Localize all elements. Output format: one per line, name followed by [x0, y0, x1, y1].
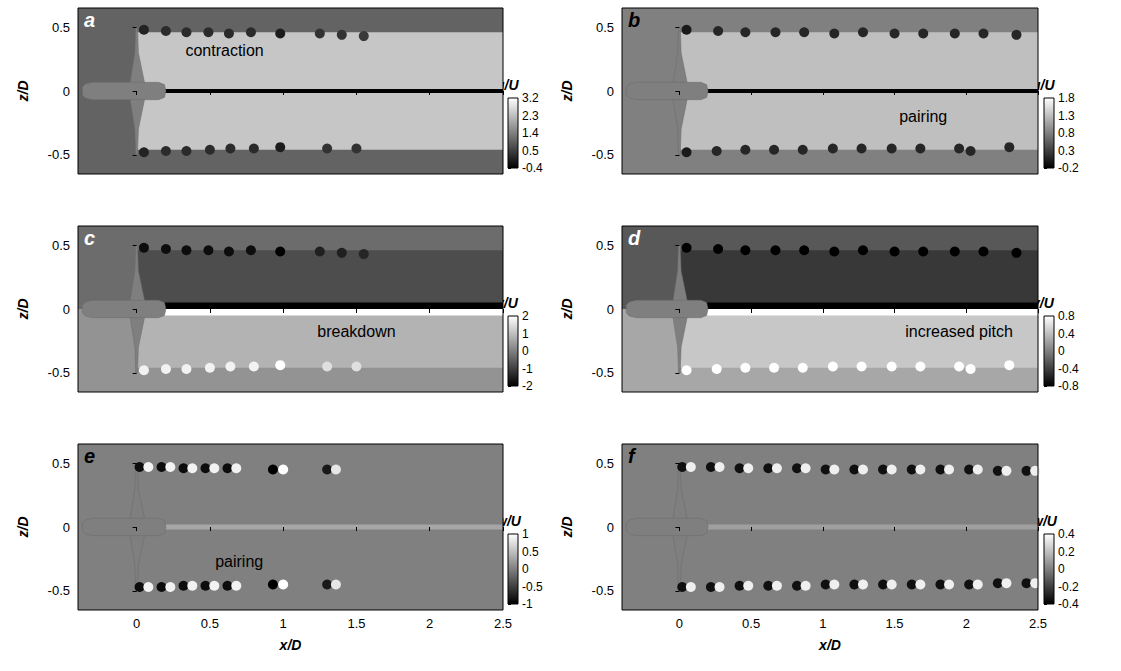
- svg-text:-0.5: -0.5: [592, 365, 614, 380]
- svg-text:-0.5: -0.5: [522, 580, 543, 594]
- svg-text:1.4: 1.4: [522, 126, 539, 140]
- svg-text:u/U: u/U: [496, 77, 519, 93]
- svg-text:z/D: z/D: [15, 299, 31, 321]
- svg-text:f: f: [628, 445, 637, 467]
- svg-text:2.5: 2.5: [1029, 616, 1047, 631]
- svg-text:0: 0: [63, 302, 70, 317]
- svg-text:1: 1: [522, 327, 529, 341]
- svg-text:-0.2: -0.2: [1058, 161, 1079, 175]
- svg-text:0: 0: [607, 520, 614, 535]
- svg-text:v/U: v/U: [496, 295, 518, 311]
- svg-text:0.5: 0.5: [201, 616, 219, 631]
- svg-text:x/D: x/D: [818, 637, 841, 653]
- svg-text:-1: -1: [522, 597, 533, 611]
- svg-text:2: 2: [522, 309, 529, 323]
- svg-text:1.5: 1.5: [347, 616, 365, 631]
- svg-text:-0.5: -0.5: [48, 583, 70, 598]
- svg-text:2.5: 2.5: [494, 616, 512, 631]
- svg-text:z/D: z/D: [15, 517, 31, 539]
- svg-text:increased pitch: increased pitch: [905, 323, 1013, 340]
- svg-text:1.3: 1.3: [1058, 109, 1075, 123]
- svg-text:0.5: 0.5: [52, 456, 70, 471]
- svg-text:breakdown: breakdown: [317, 323, 395, 340]
- svg-text:-0.5: -0.5: [48, 147, 70, 162]
- svg-text:0.5: 0.5: [596, 238, 614, 253]
- svg-text:0: 0: [1058, 562, 1065, 576]
- svg-text:1.8: 1.8: [1058, 91, 1075, 105]
- svg-text:0: 0: [607, 84, 614, 99]
- svg-text:-0.5: -0.5: [48, 365, 70, 380]
- svg-text:3.2: 3.2: [522, 91, 539, 105]
- svg-text:0.5: 0.5: [596, 456, 614, 471]
- svg-text:0.8: 0.8: [1058, 126, 1075, 140]
- svg-text:-0.2: -0.2: [1058, 580, 1079, 594]
- svg-text:0.4: 0.4: [1058, 327, 1075, 341]
- svg-text:0: 0: [522, 562, 529, 576]
- svg-text:0.8: 0.8: [1058, 309, 1075, 323]
- svg-text:0: 0: [522, 344, 529, 358]
- svg-text:-2: -2: [522, 379, 533, 393]
- svg-text:x/D: x/D: [279, 637, 302, 653]
- svg-text:u/U: u/U: [1032, 77, 1055, 93]
- svg-text:b: b: [628, 9, 640, 31]
- svg-text:z/D: z/D: [559, 517, 575, 539]
- svg-text:0.5: 0.5: [52, 238, 70, 253]
- svg-text:-1: -1: [522, 362, 533, 376]
- svg-text:pairing: pairing: [215, 553, 263, 570]
- svg-text:0.2: 0.2: [1058, 545, 1075, 559]
- svg-text:0: 0: [1058, 344, 1065, 358]
- svg-text:-0.4: -0.4: [1058, 597, 1079, 611]
- svg-text:a: a: [84, 9, 95, 31]
- svg-text:w/U: w/U: [496, 513, 521, 529]
- svg-text:e: e: [84, 445, 95, 467]
- svg-text:d: d: [628, 227, 641, 249]
- svg-text:1: 1: [280, 616, 287, 631]
- svg-text:z/D: z/D: [559, 299, 575, 321]
- svg-text:1.5: 1.5: [886, 616, 904, 631]
- svg-text:2: 2: [426, 616, 433, 631]
- svg-text:0: 0: [133, 616, 140, 631]
- svg-text:-0.8: -0.8: [1058, 379, 1079, 393]
- svg-text:0.5: 0.5: [742, 616, 760, 631]
- svg-text:2.3: 2.3: [522, 109, 539, 123]
- svg-text:w/U: w/U: [1032, 513, 1057, 529]
- svg-text:0.4: 0.4: [1058, 527, 1075, 541]
- svg-text:1: 1: [522, 527, 529, 541]
- svg-text:z/D: z/D: [15, 81, 31, 103]
- svg-text:-0.5: -0.5: [592, 583, 614, 598]
- svg-text:c: c: [84, 227, 95, 249]
- svg-text:0.5: 0.5: [522, 144, 539, 158]
- svg-text:0: 0: [607, 302, 614, 317]
- svg-text:-0.4: -0.4: [522, 161, 543, 175]
- svg-text:0.5: 0.5: [522, 545, 539, 559]
- svg-text:0: 0: [63, 520, 70, 535]
- svg-text:0.5: 0.5: [52, 20, 70, 35]
- svg-text:pairing: pairing: [899, 108, 947, 125]
- svg-text:0.5: 0.5: [596, 20, 614, 35]
- svg-text:contraction: contraction: [185, 42, 263, 59]
- svg-text:2: 2: [963, 616, 970, 631]
- svg-text:1: 1: [819, 616, 826, 631]
- svg-text:0: 0: [676, 616, 683, 631]
- svg-text:-0.5: -0.5: [592, 147, 614, 162]
- svg-text:z/D: z/D: [559, 81, 575, 103]
- svg-text:-0.4: -0.4: [1058, 362, 1079, 376]
- svg-text:0.3: 0.3: [1058, 144, 1075, 158]
- svg-text:v/U: v/U: [1032, 295, 1054, 311]
- svg-text:0: 0: [63, 84, 70, 99]
